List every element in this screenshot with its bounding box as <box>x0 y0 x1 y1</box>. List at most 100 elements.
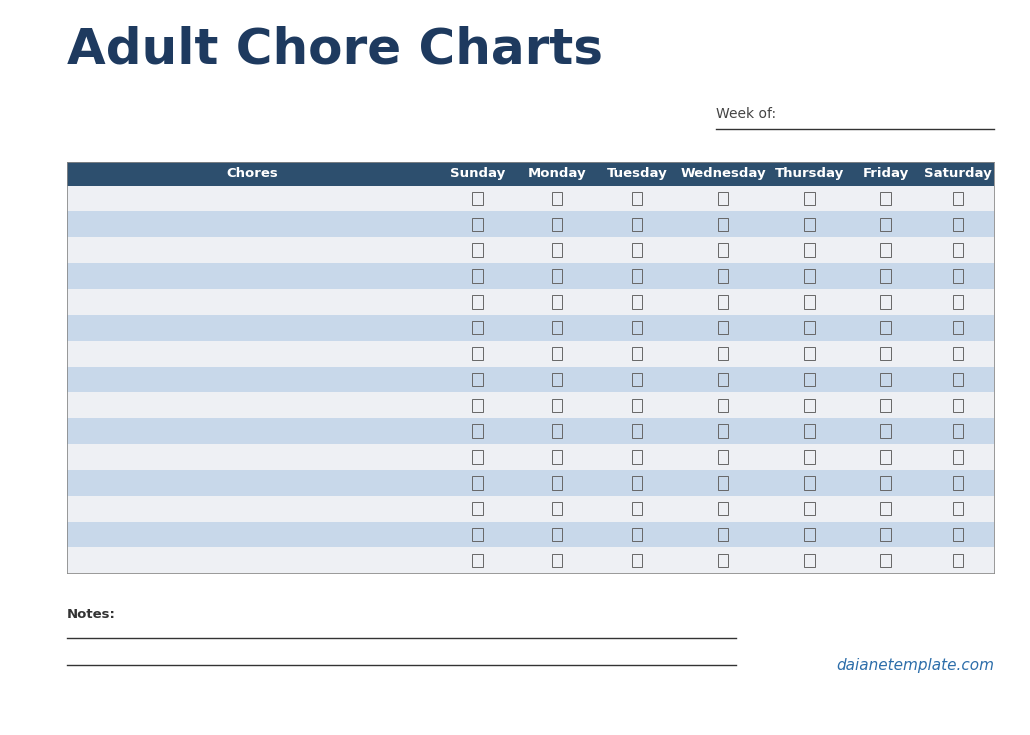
Bar <box>67 237 994 263</box>
Bar <box>67 470 994 495</box>
Bar <box>552 269 562 283</box>
Bar <box>552 424 562 438</box>
Text: Thursday: Thursday <box>775 167 845 180</box>
Bar <box>804 321 815 334</box>
Text: Notes:: Notes: <box>67 608 115 621</box>
Text: Wednesday: Wednesday <box>681 167 766 180</box>
Bar <box>473 321 483 334</box>
Bar <box>804 424 815 438</box>
Bar <box>953 295 963 309</box>
Bar <box>881 424 891 438</box>
Bar <box>953 528 963 541</box>
Bar <box>552 295 562 309</box>
Bar <box>631 398 643 412</box>
Bar <box>881 502 891 515</box>
Bar <box>631 347 643 360</box>
Bar <box>67 418 994 444</box>
Bar <box>804 347 815 360</box>
Text: Sunday: Sunday <box>450 167 506 180</box>
Bar <box>953 424 963 438</box>
Bar <box>473 243 483 257</box>
Text: Friday: Friday <box>862 167 908 180</box>
Bar <box>631 192 643 205</box>
Bar <box>67 367 994 392</box>
Bar <box>718 192 728 205</box>
Bar <box>953 192 963 205</box>
Bar <box>804 451 815 464</box>
Bar <box>631 424 643 438</box>
Bar <box>953 347 963 360</box>
Bar <box>804 295 815 309</box>
Bar <box>953 243 963 257</box>
Bar <box>718 502 728 515</box>
Bar <box>804 192 815 205</box>
Bar <box>804 243 815 257</box>
Bar <box>473 295 483 309</box>
Bar <box>67 495 994 522</box>
Bar <box>67 315 994 340</box>
Bar <box>718 553 728 567</box>
Bar <box>552 243 562 257</box>
Bar <box>881 528 891 541</box>
Bar <box>718 476 728 490</box>
Bar <box>881 192 891 205</box>
Bar <box>552 476 562 490</box>
Bar <box>953 502 963 515</box>
Bar <box>953 476 963 490</box>
Bar <box>804 398 815 412</box>
Bar <box>718 398 728 412</box>
Bar <box>67 340 994 367</box>
Bar <box>67 162 994 185</box>
Bar <box>953 373 963 386</box>
Bar <box>881 218 891 231</box>
Bar <box>473 398 483 412</box>
Bar <box>804 553 815 567</box>
Bar <box>67 263 994 289</box>
Bar <box>473 502 483 515</box>
Bar <box>804 502 815 515</box>
Text: Tuesday: Tuesday <box>607 167 667 180</box>
Bar <box>552 398 562 412</box>
Bar <box>631 553 643 567</box>
Text: daianetemplate.com: daianetemplate.com <box>836 658 994 673</box>
Bar <box>953 218 963 231</box>
Bar <box>473 269 483 283</box>
Bar <box>881 269 891 283</box>
Bar <box>804 269 815 283</box>
Bar <box>804 476 815 490</box>
Bar <box>473 424 483 438</box>
Bar <box>953 553 963 567</box>
Bar <box>552 347 562 360</box>
Bar <box>67 444 994 470</box>
Bar <box>552 451 562 464</box>
Bar <box>552 218 562 231</box>
Text: Monday: Monday <box>528 167 587 180</box>
Bar <box>552 192 562 205</box>
Bar <box>804 218 815 231</box>
Bar <box>881 476 891 490</box>
Bar <box>631 476 643 490</box>
Bar <box>881 373 891 386</box>
Text: Week of:: Week of: <box>716 107 776 121</box>
Bar <box>718 451 728 464</box>
Bar <box>67 289 994 315</box>
Bar <box>552 373 562 386</box>
Bar <box>631 269 643 283</box>
Bar <box>552 502 562 515</box>
Bar <box>473 373 483 386</box>
Bar <box>552 528 562 541</box>
Bar <box>631 243 643 257</box>
Text: Chores: Chores <box>227 167 278 180</box>
Bar <box>718 347 728 360</box>
Bar <box>631 295 643 309</box>
Bar <box>718 528 728 541</box>
Bar <box>473 553 483 567</box>
Bar <box>718 218 728 231</box>
Bar <box>552 321 562 334</box>
Bar <box>631 218 643 231</box>
Bar <box>953 321 963 334</box>
Bar <box>473 347 483 360</box>
Text: Adult Chore Charts: Adult Chore Charts <box>67 26 603 74</box>
Bar <box>552 553 562 567</box>
Bar <box>67 548 994 573</box>
